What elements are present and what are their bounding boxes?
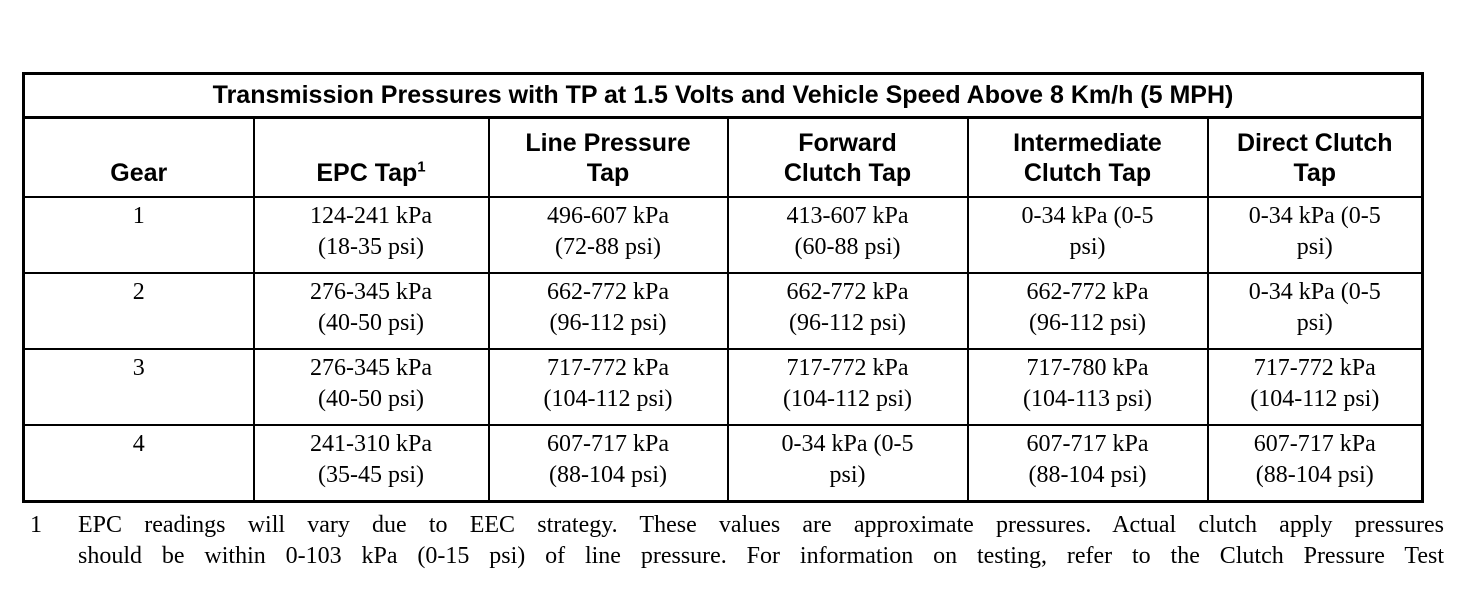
pressure-kpa: 0-34 kPa (0-5 — [781, 431, 914, 457]
pressure-cell-line: 496-607 kPa (72-88 psi) — [487, 196, 729, 274]
pressure-psi: psi) — [1296, 234, 1333, 260]
header-line: Tap — [1293, 159, 1337, 187]
pressure-psi: (96-112 psi) — [1028, 310, 1147, 336]
pressure-psi: (18-35 psi) — [318, 234, 424, 260]
pressure-cell-forward: 0-34 kPa (0-5 psi) — [726, 424, 969, 503]
pressure-psi: (104-112 psi) — [1250, 386, 1380, 412]
pressure-cell-epc: 276-345 kPa (40-50 psi) — [252, 272, 490, 350]
pressure-kpa: 717-780 kPa — [1026, 355, 1149, 381]
pressure-kpa: 276-345 kPa — [310, 279, 432, 305]
pressure-cell-forward: 662-772 kPa (96-112 psi) — [726, 272, 969, 350]
pressure-kpa: 124-241 kPa — [310, 203, 432, 229]
header-line: Clutch Tap — [1023, 159, 1152, 187]
table-title: Transmission Pressures with TP at 1.5 Vo… — [22, 72, 1424, 119]
pressure-psi: psi) — [1296, 310, 1333, 336]
pressure-kpa: 0-34 kPa (0-5 — [1248, 203, 1381, 229]
pressure-cell-forward: 717-772 kPa (104-112 psi) — [726, 348, 969, 426]
pressure-psi: (40-50 psi) — [318, 310, 424, 336]
pressure-kpa: 276-345 kPa — [310, 355, 432, 381]
column-header-direct-clutch-tap: Direct Clutch Tap — [1206, 116, 1424, 198]
pressure-kpa: 241-310 kPa — [310, 431, 432, 457]
header-line: Clutch Tap — [783, 159, 912, 187]
header-line: Forward — [798, 129, 897, 157]
table-row-gear-2: 2 276-345 kPa (40-50 psi) 662-772 kPa (9… — [22, 272, 1424, 350]
table-row-gear-4: 4 241-310 kPa (35-45 psi) 607-717 kPa (8… — [22, 424, 1424, 503]
pressure-cell-intermediate: 607-717 kPa (88-104 psi) — [966, 424, 1209, 503]
footnote-line: should be within 0-103 kPa (0-15 psi) of… — [78, 543, 1444, 569]
pressure-psi: (104-113 psi) — [1022, 386, 1153, 412]
pressure-psi: (72-88 psi) — [555, 234, 661, 260]
table-title-row: Transmission Pressures with TP at 1.5 Vo… — [22, 72, 1424, 119]
transmission-pressures-table: Transmission Pressures with TP at 1.5 Vo… — [22, 72, 1425, 503]
column-header-forward-clutch-tap: Forward Clutch Tap — [726, 116, 969, 198]
column-header-line-pressure-tap: Line Pressure Tap — [487, 116, 729, 198]
table-row-gear-3: 3 276-345 kPa (40-50 psi) 717-772 kPa (1… — [22, 348, 1424, 426]
pressure-kpa: 662-772 kPa — [786, 279, 909, 305]
pressure-kpa: 607-717 kPa — [547, 431, 669, 457]
pressure-cell-direct: 717-772 kPa (104-112 psi) — [1206, 348, 1424, 426]
pressure-cell-forward: 413-607 kPa (60-88 psi) — [726, 196, 969, 274]
footnote: 1 EPC readings will vary due to EEC stra… — [30, 510, 1444, 572]
footnote-line: EPC readings will vary due to EEC strate… — [78, 512, 1444, 538]
header-line: Tap — [586, 159, 630, 187]
pressure-psi: (88-104 psi) — [549, 462, 667, 488]
header-line: Line Pressure — [525, 129, 691, 157]
pressure-cell-direct: 0-34 kPa (0-5 psi) — [1206, 272, 1424, 350]
table-header-row: Gear EPC Tap1 Line Pressure Tap Forward … — [22, 116, 1424, 198]
pressure-psi: (104-112 psi) — [543, 386, 673, 412]
table-row-gear-1: 1 124-241 kPa (18-35 psi) 496-607 kPa (7… — [22, 196, 1424, 274]
pressure-kpa: 607-717 kPa — [1253, 431, 1376, 457]
column-header-epc-tap: EPC Tap1 — [252, 116, 490, 198]
pressure-psi: (40-50 psi) — [318, 386, 424, 412]
pressure-kpa: 0-34 kPa (0-5 — [1021, 203, 1154, 229]
gear-cell: 1 — [22, 196, 255, 274]
pressure-psi: (96-112 psi) — [549, 310, 667, 336]
pressure-psi: (96-112 psi) — [788, 310, 907, 336]
pressure-cell-intermediate: 0-34 kPa (0-5 psi) — [966, 196, 1209, 274]
pressure-kpa: 662-772 kPa — [1026, 279, 1149, 305]
pressure-kpa: 662-772 kPa — [547, 279, 669, 305]
header-text: EPC Tap — [316, 159, 418, 187]
pressure-kpa: 717-772 kPa — [786, 355, 909, 381]
header-line: Gear — [110, 159, 168, 187]
pressure-cell-epc: 241-310 kPa (35-45 psi) — [252, 424, 490, 503]
pressure-cell-line: 717-772 kPa (104-112 psi) — [487, 348, 729, 426]
pressure-cell-epc: 124-241 kPa (18-35 psi) — [252, 196, 490, 274]
pressure-psi: (88-104 psi) — [1028, 462, 1147, 488]
gear-cell: 2 — [22, 272, 255, 350]
pressure-psi: (35-45 psi) — [318, 462, 424, 488]
header-line: EPC Tap1 — [256, 158, 487, 188]
column-header-intermediate-clutch-tap: Intermediate Clutch Tap — [966, 116, 1209, 198]
pressure-kpa: 717-772 kPa — [1253, 355, 1376, 381]
pressure-kpa: 607-717 kPa — [1026, 431, 1149, 457]
pressure-psi: psi) — [829, 462, 866, 488]
pressure-psi: (104-112 psi) — [782, 386, 913, 412]
footnote-marker: 1 — [30, 512, 42, 538]
pressure-cell-intermediate: 717-780 kPa (104-113 psi) — [966, 348, 1209, 426]
gear-cell: 3 — [22, 348, 255, 426]
pressure-psi: psi) — [1069, 234, 1106, 260]
header-line: Direct Clutch — [1236, 129, 1393, 157]
pressure-kpa: 0-34 kPa (0-5 — [1248, 279, 1381, 305]
pressure-cell-direct: 607-717 kPa (88-104 psi) — [1206, 424, 1424, 503]
pressure-kpa: 496-607 kPa — [547, 203, 669, 229]
pressure-psi: (88-104 psi) — [1255, 462, 1374, 488]
pressure-cell-direct: 0-34 kPa (0-5 psi) — [1206, 196, 1424, 274]
pressure-kpa: 413-607 kPa — [786, 203, 909, 229]
pressure-cell-intermediate: 662-772 kPa (96-112 psi) — [966, 272, 1209, 350]
column-header-gear: Gear — [22, 116, 255, 198]
pressure-kpa: 717-772 kPa — [547, 355, 669, 381]
header-line: Intermediate — [1013, 129, 1162, 157]
pressure-cell-epc: 276-345 kPa (40-50 psi) — [252, 348, 490, 426]
footnote-reference: 1 — [417, 158, 426, 176]
pressure-psi: (60-88 psi) — [794, 234, 901, 260]
footnote-text: EPC readings will vary due to EEC strate… — [78, 510, 1444, 572]
pressure-cell-line: 662-772 kPa (96-112 psi) — [487, 272, 729, 350]
pressure-cell-line: 607-717 kPa (88-104 psi) — [487, 424, 729, 503]
gear-cell: 4 — [22, 424, 255, 503]
